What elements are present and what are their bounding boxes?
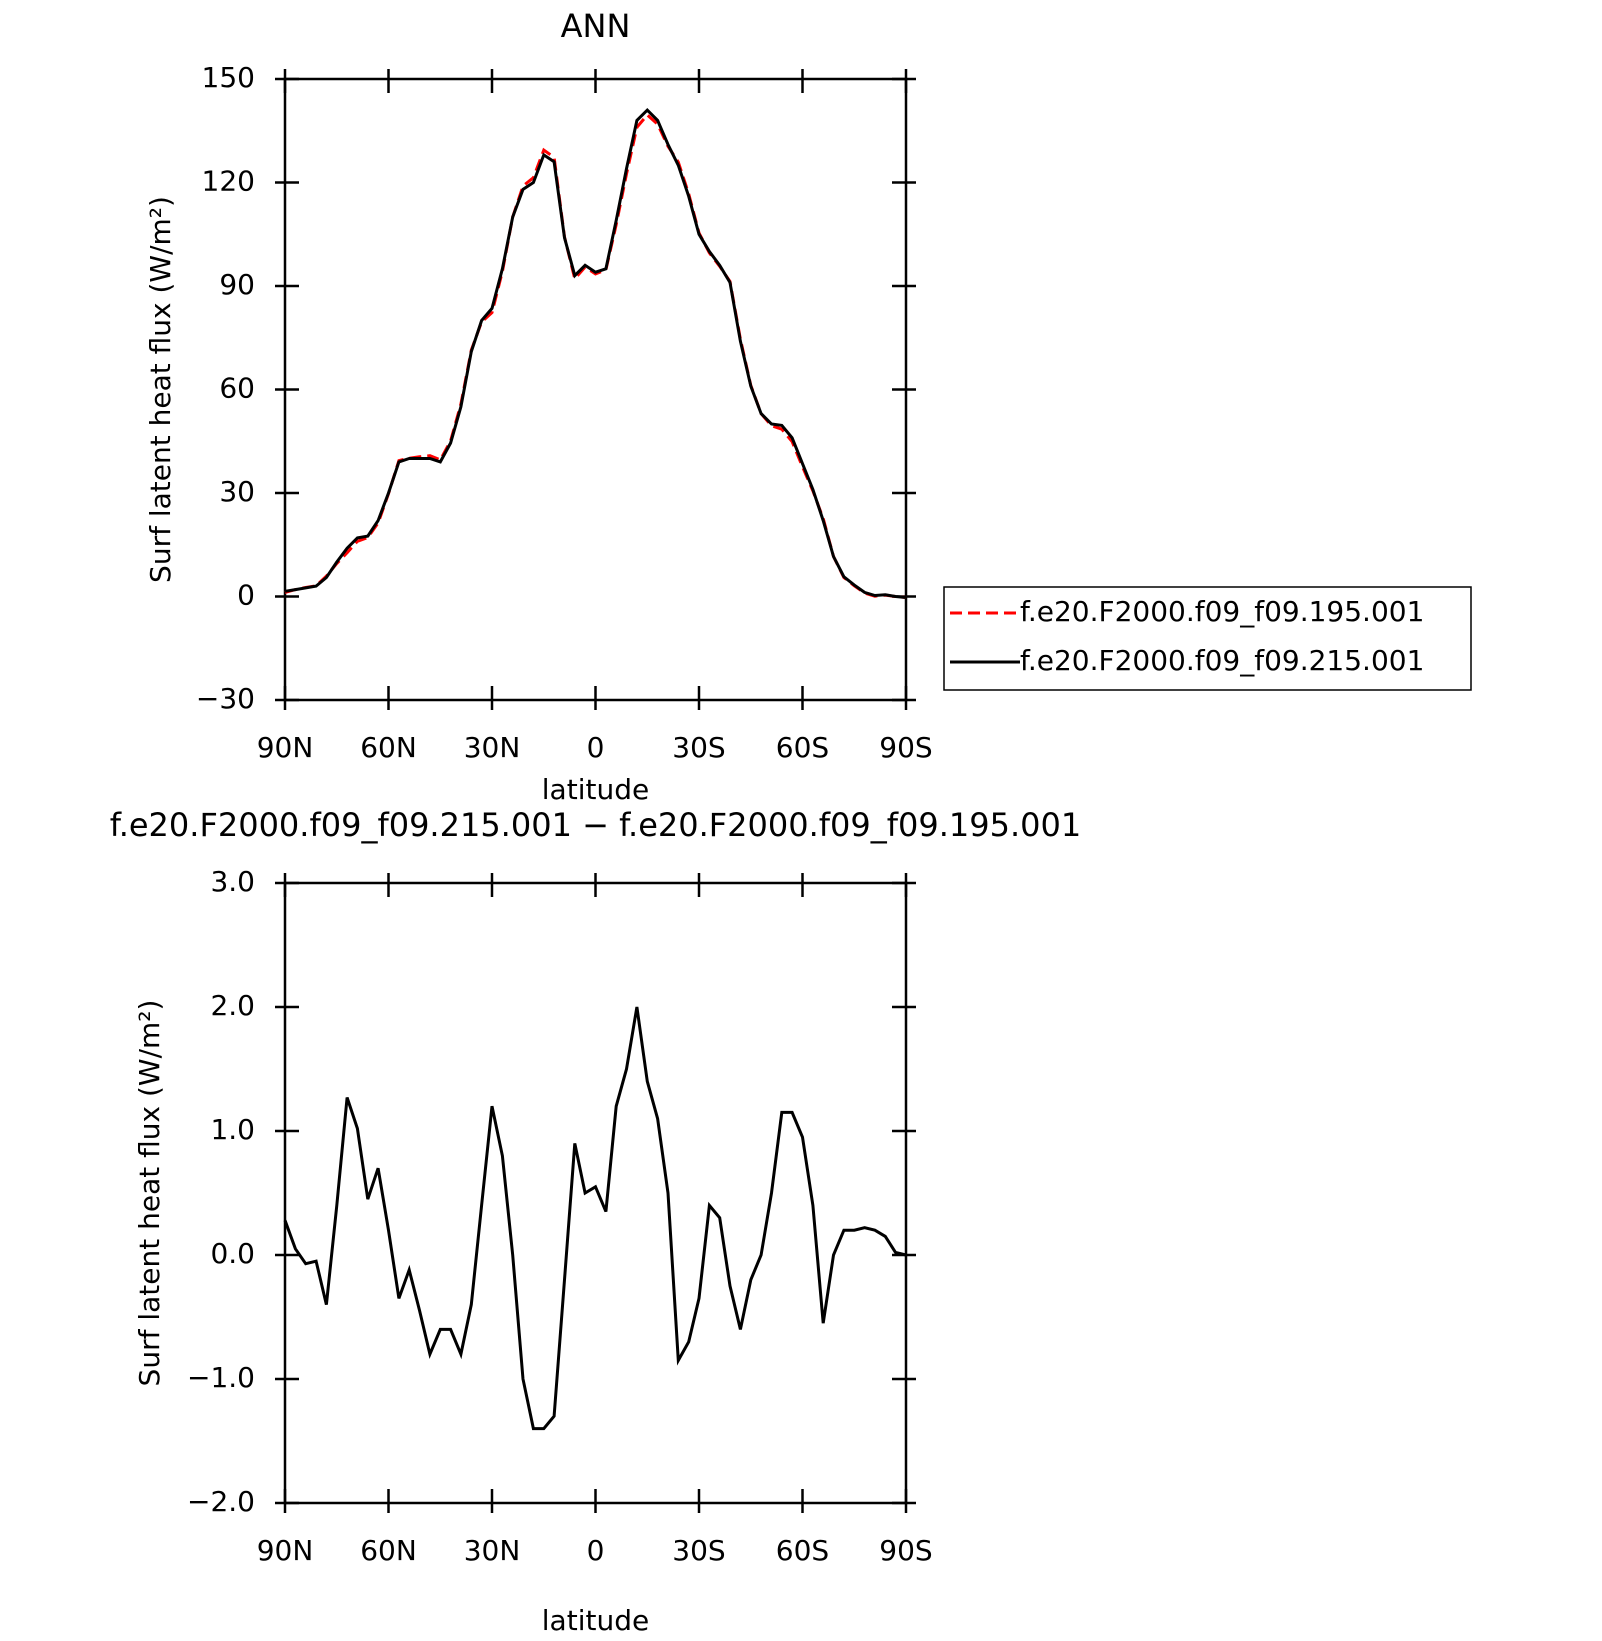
y-tick-label: 1.0 xyxy=(210,1113,255,1146)
y-tick-label: −30 xyxy=(196,682,255,715)
x-tick-label: 30N xyxy=(464,731,521,764)
y-tick-label: −2.0 xyxy=(187,1485,255,1518)
y-tick-label: 3.0 xyxy=(210,865,255,898)
chart-title: f.e20.F2000.f09_f09.215.001 − f.e20.F200… xyxy=(110,806,1082,844)
plot-frame xyxy=(283,77,908,702)
x-tick-label: 90S xyxy=(879,731,932,764)
y-tick-label: 2.0 xyxy=(210,989,255,1022)
y-tick-label: 0.0 xyxy=(210,1237,255,1270)
y-tick-label: 150 xyxy=(202,61,255,94)
y-axis-label: Surf latent heat flux (W/m²) xyxy=(144,196,177,583)
chart-title: ANN xyxy=(561,7,631,45)
x-tick-label: 30S xyxy=(672,1534,725,1567)
legend-label: f.e20.F2000.f09_f09.195.001 xyxy=(1020,595,1424,628)
y-tick-label: 120 xyxy=(202,165,255,198)
x-tick-label: 60N xyxy=(360,1534,417,1567)
data-line xyxy=(283,1006,907,1431)
y-tick-label: 30 xyxy=(219,475,255,508)
y-tick-label: 60 xyxy=(219,372,255,405)
x-tick-label: 60N xyxy=(360,731,417,764)
x-tick-label: 90S xyxy=(879,1534,932,1567)
x-tick-label: 0 xyxy=(587,1534,605,1567)
x-axis-label: latitude xyxy=(542,1604,649,1637)
x-tick-label: 0 xyxy=(587,731,605,764)
x-tick-label: 90N xyxy=(257,1534,314,1567)
x-tick-label: 30S xyxy=(672,731,725,764)
x-tick-label: 60S xyxy=(776,731,829,764)
x-tick-label: 90N xyxy=(257,731,314,764)
x-tick-label: 60S xyxy=(776,1534,829,1567)
y-tick-label: 0 xyxy=(237,579,255,612)
y-tick-label: 90 xyxy=(219,268,255,301)
legend-box xyxy=(943,586,1472,691)
x-tick-label: 30N xyxy=(464,1534,521,1567)
plot-frame xyxy=(283,881,908,1505)
data-line xyxy=(284,112,907,599)
y-axis-label: Surf latent heat flux (W/m²) xyxy=(133,1000,166,1387)
legend-label: f.e20.F2000.f09_f09.215.001 xyxy=(1020,644,1424,677)
x-axis-label: latitude xyxy=(542,773,649,806)
y-tick-label: −1.0 xyxy=(187,1361,255,1394)
data-line xyxy=(284,107,907,599)
